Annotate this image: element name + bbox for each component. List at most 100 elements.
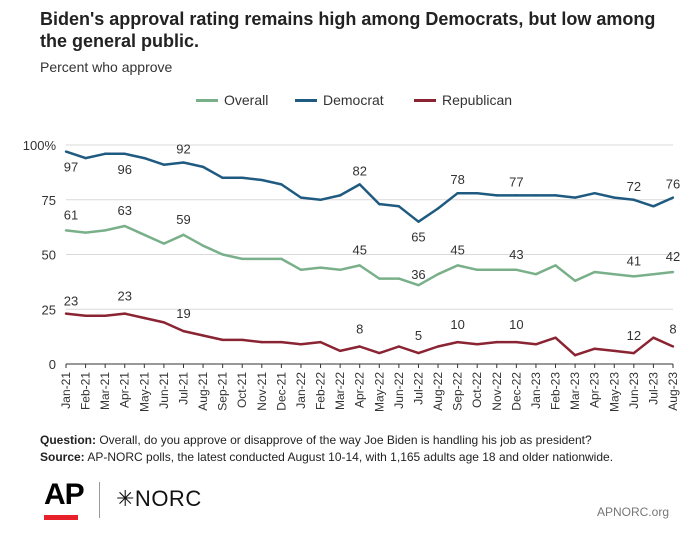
legend-swatch-overall: [196, 98, 218, 102]
x-tick-label: Feb-21: [79, 372, 93, 410]
data-label-overall: 42: [666, 249, 680, 264]
data-label-democrat: 65: [411, 230, 425, 245]
x-tick-label: May-22: [372, 372, 386, 412]
site-link[interactable]: APNORC.org: [596, 505, 669, 519]
x-tick-label: Jun-23: [627, 372, 641, 409]
x-tick-label: Nov-21: [255, 372, 269, 411]
data-label-overall: 36: [411, 267, 425, 282]
data-point-republican: [280, 340, 283, 344]
data-point-republican: [534, 343, 538, 346]
data-point-overall: [417, 283, 420, 287]
data-label-democrat: 72: [627, 179, 641, 194]
x-tick-label: Jan-23: [529, 372, 543, 409]
data-point-overall: [280, 257, 283, 261]
data-point-republican: [299, 343, 303, 346]
data-point-republican: [64, 312, 68, 315]
x-tick-label: Jun-22: [392, 372, 406, 409]
x-tick-label: Mar-21: [98, 372, 112, 410]
data-point-overall: [534, 273, 538, 276]
data-label-overall: 63: [118, 203, 132, 218]
data-point-republican: [652, 336, 655, 339]
ap-logo: AP: [44, 478, 85, 511]
data-point-republican: [495, 340, 498, 344]
data-point-overall: [123, 224, 126, 228]
y-tick-label: 75: [42, 193, 56, 208]
data-point-republican: [573, 354, 577, 357]
data-point-democrat: [319, 198, 322, 201]
legend-swatch-republican: [414, 98, 436, 102]
data-point-democrat: [573, 196, 577, 199]
source-text: AP-NORC polls, the latest conducted Augu…: [84, 450, 614, 464]
x-tick-label: Oct-21: [235, 372, 249, 408]
data-point-republican: [593, 347, 596, 350]
data-point-republican: [632, 351, 636, 355]
data-point-democrat: [103, 152, 107, 155]
data-point-democrat: [64, 150, 68, 153]
data-point-democrat: [221, 176, 224, 180]
data-point-democrat: [652, 205, 655, 208]
data-point-republican: [378, 351, 381, 355]
data-point-republican: [515, 340, 518, 344]
data-label-republican: 10: [450, 317, 464, 332]
x-tick-label: Apr-22: [353, 372, 367, 408]
x-tick-label: May-23: [607, 372, 621, 412]
data-point-overall: [338, 268, 342, 272]
data-point-republican: [143, 316, 146, 320]
data-point-republican: [613, 349, 616, 353]
data-point-overall: [64, 229, 68, 232]
data-label-republican: 23: [118, 289, 132, 304]
data-point-overall: [632, 275, 636, 278]
x-tick-label: Feb-23: [549, 372, 563, 410]
data-point-republican: [260, 340, 264, 344]
data-point-democrat: [143, 156, 146, 160]
data-point-democrat: [515, 194, 518, 197]
data-point-democrat: [378, 202, 381, 206]
series-line-republican: [65, 312, 674, 357]
data-point-overall: [162, 242, 166, 245]
x-tick-label: Mar-23: [568, 372, 582, 410]
x-tick-label: Apr-21: [118, 372, 132, 408]
data-point-overall: [84, 231, 87, 234]
footnote-source: Source: AP-NORC polls, the latest conduc…: [40, 449, 680, 466]
legend-swatch-democrat: [295, 98, 317, 102]
data-point-republican: [417, 351, 420, 355]
data-point-overall: [436, 273, 440, 276]
x-tick-label: Mar-22: [333, 372, 347, 410]
data-point-democrat: [495, 194, 498, 197]
data-point-republican: [201, 334, 205, 337]
data-point-overall: [143, 233, 146, 236]
data-point-democrat: [280, 183, 283, 186]
legend-item-democrat: Democrat: [295, 92, 384, 108]
chart-title: Biden's approval rating remains high amo…: [40, 9, 656, 51]
data-point-republican: [475, 343, 479, 346]
data-label-overall: 45: [352, 242, 366, 257]
legend-label-republican: Republican: [442, 92, 513, 108]
data-label-overall: 61: [64, 207, 78, 222]
series-line-overall: [65, 224, 674, 287]
x-tick-label: Jan-22: [294, 372, 308, 409]
data-point-democrat: [182, 161, 185, 164]
data-point-republican: [162, 321, 166, 324]
data-label-republican: 19: [176, 306, 190, 321]
data-point-overall: [299, 268, 303, 272]
data-point-democrat: [162, 163, 166, 166]
data-label-republican: 10: [509, 317, 523, 332]
norc-logo: ✳NORC: [116, 486, 202, 511]
data-point-overall: [201, 244, 205, 247]
data-point-democrat: [534, 194, 538, 197]
x-tick-label: May-21: [137, 372, 151, 412]
x-tick-label: Oct-22: [470, 372, 484, 408]
data-point-overall: [613, 273, 616, 276]
x-tick-label: Jan-21: [59, 372, 73, 409]
ap-logo-bar: [44, 515, 78, 520]
data-point-overall: [573, 279, 577, 282]
data-point-republican: [397, 345, 401, 348]
data-point-republican: [671, 345, 675, 348]
data-point-overall: [593, 270, 596, 274]
data-point-democrat: [201, 165, 205, 169]
data-point-democrat: [475, 191, 479, 195]
x-tick-label: Apr-23: [588, 372, 602, 408]
data-point-overall: [495, 268, 498, 272]
data-label-democrat: 82: [352, 163, 366, 178]
data-point-democrat: [299, 196, 303, 199]
